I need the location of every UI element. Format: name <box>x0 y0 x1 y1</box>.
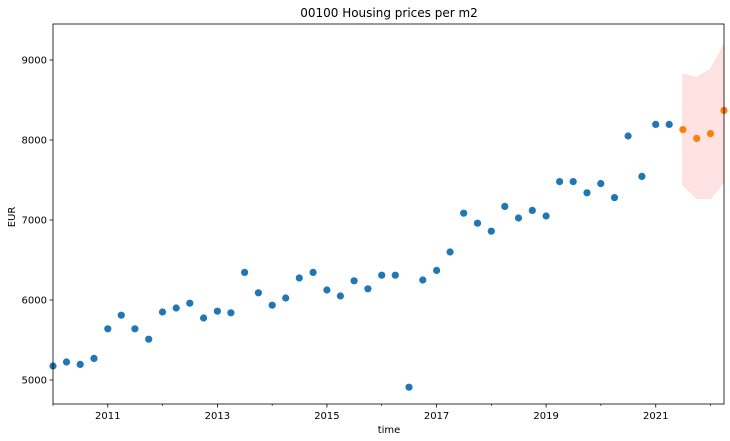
data-point-s1-44 <box>638 172 646 180</box>
x-tick-label-2019: 2019 <box>533 411 558 422</box>
data-point-s1-33 <box>487 227 495 235</box>
x-tick-label-2015: 2015 <box>314 411 339 422</box>
data-point-s1-8 <box>145 335 153 343</box>
x-tick-label-2017: 2017 <box>424 411 449 422</box>
data-point-s1-11 <box>186 299 194 307</box>
data-point-s1-27 <box>405 383 413 391</box>
data-point-s1-14 <box>227 309 235 317</box>
data-point-s1-26 <box>391 271 399 279</box>
data-point-s2-3 <box>706 130 715 138</box>
x-tick-label-2013: 2013 <box>205 411 230 422</box>
data-point-s1-5 <box>104 325 112 333</box>
y-tick-label-5000: 5000 <box>22 376 47 387</box>
data-point-s1-16 <box>254 289 262 297</box>
data-point-s1-34 <box>501 202 509 210</box>
data-point-s1-20 <box>309 268 317 276</box>
data-point-s1-9 <box>158 308 167 316</box>
data-point-s1-23 <box>350 277 358 285</box>
x-tick-label-2021: 2021 <box>643 411 668 422</box>
y-tick-label-8000: 8000 <box>22 136 47 147</box>
data-point-s1-35 <box>514 214 523 222</box>
y-axis-label: EUR <box>7 207 18 228</box>
data-point-s1-7 <box>131 325 139 333</box>
data-point-s1-40 <box>583 189 591 197</box>
confidence-band <box>682 44 725 199</box>
data-point-s1-30 <box>446 248 454 256</box>
data-point-s1-42 <box>610 194 619 202</box>
data-point-s1-15 <box>241 268 249 276</box>
data-point-s2-1 <box>679 126 687 134</box>
data-point-s1-39 <box>569 178 577 186</box>
data-point-s1-6 <box>117 311 125 319</box>
data-point-s1-43 <box>624 132 632 140</box>
plot-frame <box>52 23 725 405</box>
data-point-s1-38 <box>556 178 564 186</box>
data-point-s1-13 <box>213 307 221 315</box>
data-point-s1-37 <box>542 212 550 220</box>
data-point-s1-24 <box>364 285 372 293</box>
data-point-s1-25 <box>378 271 386 279</box>
x-axis-label: time <box>378 425 401 436</box>
data-point-s1-4 <box>90 354 98 362</box>
data-point-s1-19 <box>295 274 303 282</box>
y-tick-label-6000: 6000 <box>22 296 47 307</box>
axes-layer: 5000 6000 7000 8000 9000 2011 2013 2015 2017 2019… <box>22 23 725 422</box>
data-point-s1-41 <box>597 180 605 188</box>
data-point-s1-10 <box>172 304 180 312</box>
data-point-s1-28 <box>419 276 427 284</box>
data-point-s1-46 <box>665 120 673 128</box>
data-point-s1-12 <box>200 314 208 322</box>
data-point-s1-36 <box>528 206 536 214</box>
y-tick-label-9000: 9000 <box>22 56 47 67</box>
data-point-s1-29 <box>433 266 441 274</box>
data-point-s1-45 <box>652 120 660 128</box>
data-point-s1-17 <box>268 301 276 309</box>
points-layer <box>49 106 728 391</box>
data-point-s1-21 <box>323 286 331 294</box>
chart-title: 00100 Housing prices per m2 <box>300 6 478 20</box>
data-point-s2-2 <box>693 134 701 142</box>
data-point-s1-18 <box>282 294 290 302</box>
x-tick-label-2011: 2011 <box>95 411 120 422</box>
data-point-s1-31 <box>460 209 468 217</box>
y-tick-label-7000: 7000 <box>22 216 47 227</box>
data-point-s1-2 <box>62 358 71 366</box>
data-point-s1-32 <box>473 219 482 227</box>
confidence-band-layer <box>682 44 725 199</box>
data-point-s1-22 <box>336 292 344 300</box>
data-point-s1-3 <box>76 360 84 368</box>
